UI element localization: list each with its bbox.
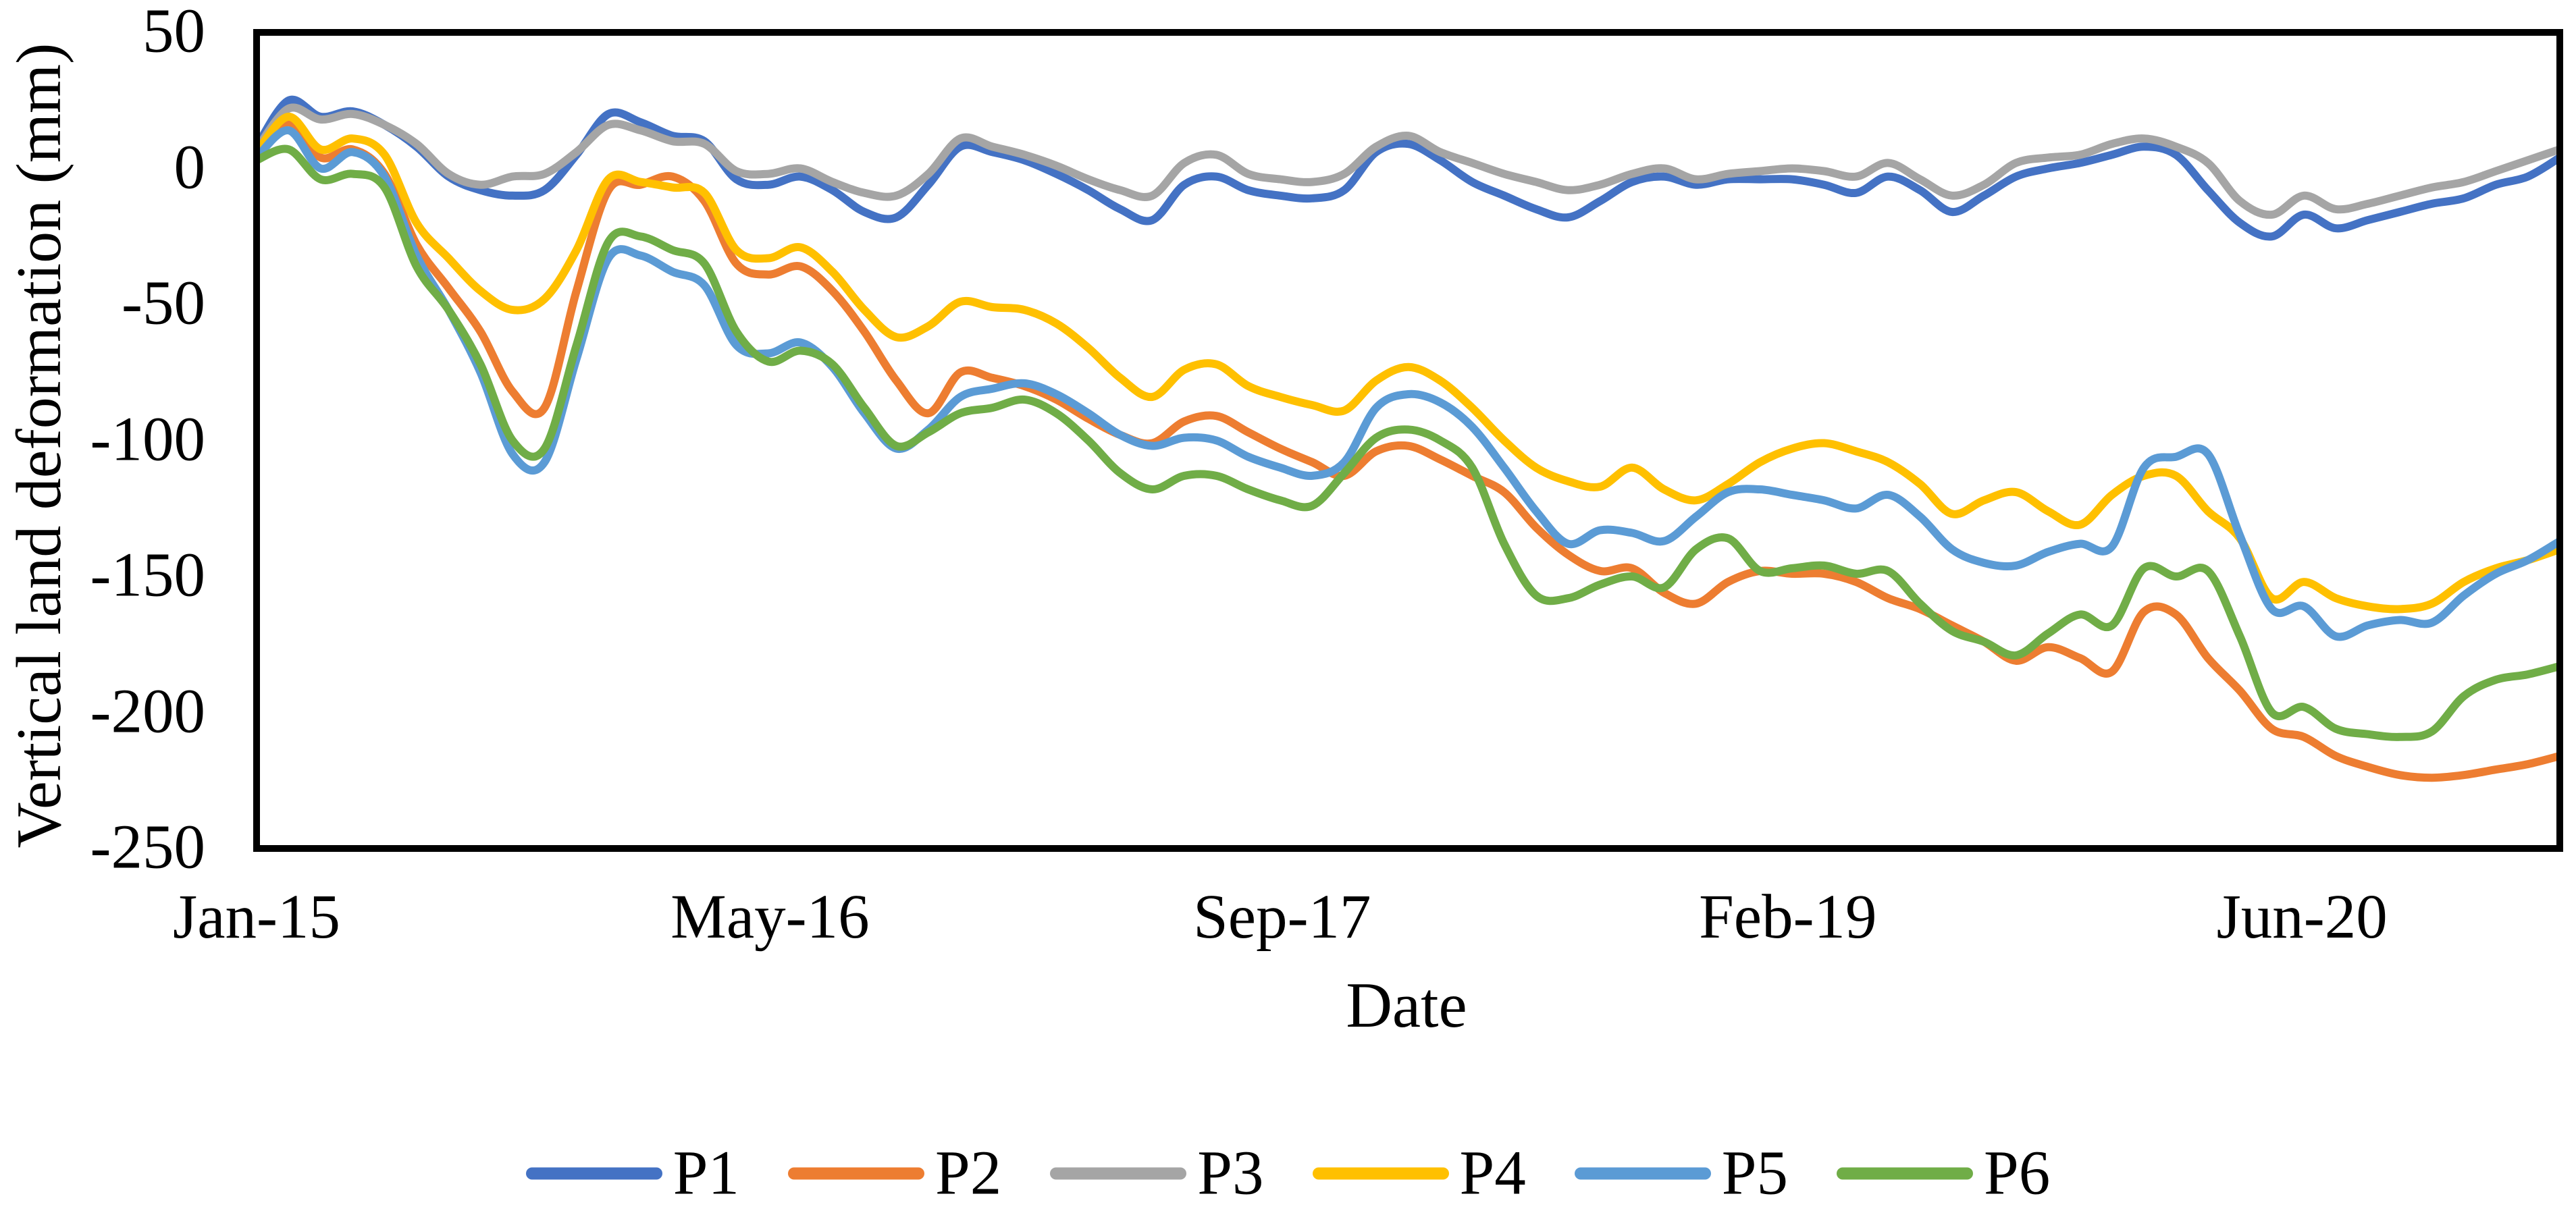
series-line-p1 — [257, 95, 2560, 241]
y-tick-label: 50 — [142, 0, 205, 66]
y-tick-label: 0 — [174, 132, 206, 202]
x-tick-label: Jan-15 — [173, 882, 340, 952]
legend-label: P5 — [1721, 1138, 1788, 1208]
plot-frame — [253, 29, 2563, 852]
legend-label: P1 — [673, 1138, 740, 1208]
legend-item-p3: P3 — [1050, 1138, 1264, 1208]
x-tick-label: Sep-17 — [1193, 882, 1371, 952]
x-axis-title: Date — [1346, 969, 1467, 1041]
legend-line-swatch-icon — [1574, 1167, 1711, 1179]
legend-line-swatch-icon — [788, 1167, 925, 1179]
y-tick-label: -250 — [90, 812, 205, 882]
legend-item-p2: P2 — [788, 1142, 1001, 1205]
legend-item-p6: P6 — [1836, 1138, 2051, 1208]
x-tick-label: Jun-20 — [2216, 882, 2388, 952]
series-line-p6 — [257, 144, 2560, 741]
y-tick-label: -150 — [90, 540, 205, 610]
legend-label: P4 — [1459, 1138, 1526, 1208]
legend-line-swatch-icon — [525, 1167, 662, 1179]
legend-line-swatch-icon — [1312, 1167, 1449, 1179]
legend: P1 P2 P3 P4 P5 P6 — [0, 1142, 2576, 1205]
legend-item-p4: P4 — [1312, 1138, 1526, 1208]
x-tick-label: Feb-19 — [1699, 882, 1877, 952]
legend-item-p5: P5 — [1574, 1138, 1788, 1208]
series-line-p3 — [257, 103, 2560, 219]
legend-label: P6 — [1983, 1138, 2051, 1208]
x-tick-label: May-16 — [671, 882, 870, 952]
legend-label: P2 — [935, 1138, 1002, 1208]
series-line-p4 — [257, 112, 2560, 614]
y-tick-label: -200 — [90, 676, 205, 747]
series-lines — [257, 95, 2560, 782]
legend-label: P3 — [1197, 1138, 1264, 1208]
y-tick-label: -50 — [122, 268, 205, 338]
series-line-p2 — [257, 118, 2560, 782]
legend-item-p1: P1 — [525, 1138, 740, 1208]
legend-line-swatch-icon — [1050, 1167, 1187, 1179]
y-tick-label: -100 — [90, 404, 205, 475]
legend-line-swatch-icon — [1836, 1167, 1973, 1179]
